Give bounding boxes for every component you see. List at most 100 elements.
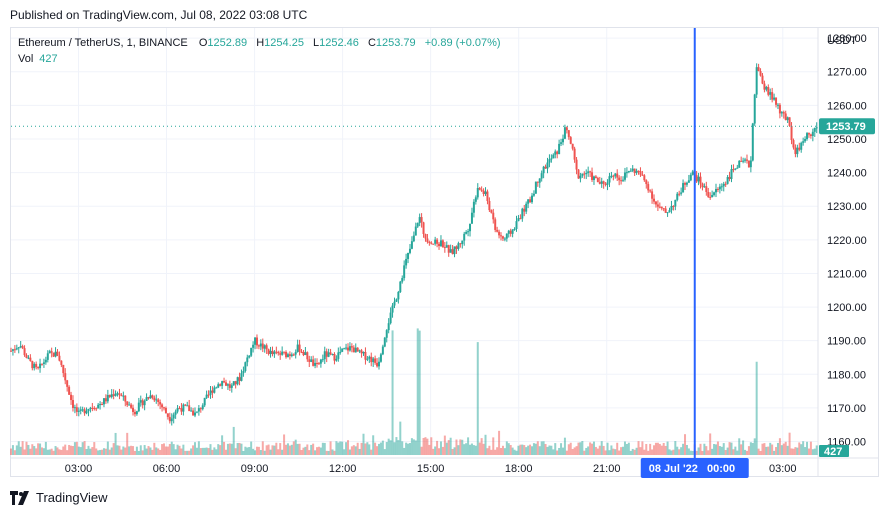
candle-body bbox=[587, 171, 590, 174]
candle-body bbox=[209, 390, 212, 395]
volume-bar bbox=[133, 450, 136, 455]
candle-body bbox=[166, 413, 169, 417]
volume-bar bbox=[37, 443, 40, 455]
volume-badge bbox=[819, 445, 849, 457]
candle-body bbox=[327, 352, 330, 357]
candle-body bbox=[331, 353, 334, 355]
volume-bar bbox=[223, 441, 226, 455]
candle-body bbox=[633, 168, 636, 174]
candle-body bbox=[234, 381, 237, 385]
candle-body bbox=[87, 408, 90, 412]
candle-body bbox=[476, 188, 479, 198]
volume-bar bbox=[317, 446, 320, 455]
candle-body bbox=[265, 345, 268, 350]
volume-bar bbox=[469, 444, 472, 455]
candle-body bbox=[195, 411, 198, 413]
volume-bar bbox=[151, 449, 154, 455]
candle-body bbox=[75, 407, 78, 412]
candle-body bbox=[221, 381, 224, 386]
volume-bar bbox=[110, 447, 113, 455]
candle-body bbox=[122, 395, 125, 397]
branding: TradingView bbox=[10, 490, 108, 505]
volume-bar bbox=[414, 440, 417, 455]
candle-body bbox=[135, 411, 138, 415]
candle-body bbox=[254, 337, 257, 345]
candle-body bbox=[296, 344, 299, 352]
y-tick-label: 1270.00 bbox=[827, 67, 867, 79]
volume-bar bbox=[35, 448, 38, 455]
candle-body bbox=[197, 408, 200, 412]
candle-body bbox=[77, 410, 80, 412]
candle-body bbox=[575, 159, 578, 170]
candle-body bbox=[668, 210, 671, 213]
volume-bar bbox=[552, 449, 555, 455]
candle-body bbox=[271, 350, 274, 355]
symbol-label[interactable]: Ethereum / TetherUS, 1, BINANCE bbox=[18, 37, 188, 49]
candle-body bbox=[714, 188, 717, 193]
candle-body bbox=[321, 359, 324, 361]
candle-body bbox=[348, 346, 351, 351]
candle-body bbox=[377, 361, 380, 367]
volume-bar bbox=[186, 450, 189, 455]
volume-bar bbox=[416, 328, 419, 455]
candle-body bbox=[629, 170, 632, 172]
volume-bar bbox=[480, 438, 483, 455]
candle-body bbox=[451, 249, 454, 255]
candle-body bbox=[716, 188, 719, 190]
candle-body bbox=[478, 188, 481, 190]
candle-body bbox=[563, 127, 566, 139]
volume-bar bbox=[81, 442, 84, 455]
x-tick-label: 03:00 bbox=[65, 463, 93, 475]
candle-body bbox=[81, 409, 84, 411]
candle-body bbox=[13, 349, 16, 351]
volume-bar bbox=[286, 443, 289, 455]
candle-body bbox=[577, 169, 580, 179]
volume-bar bbox=[569, 442, 572, 455]
volume-bar bbox=[722, 443, 725, 455]
volume-bar bbox=[228, 443, 231, 455]
candle-body bbox=[50, 351, 53, 353]
volume-bar bbox=[618, 450, 621, 455]
volume-bar bbox=[806, 441, 809, 455]
candle-body bbox=[525, 203, 528, 212]
volume-bar bbox=[418, 330, 421, 455]
volume-bar bbox=[561, 447, 564, 455]
candle-body bbox=[310, 359, 313, 362]
candle-body bbox=[728, 177, 731, 179]
volume-bar bbox=[511, 447, 514, 455]
volume-bar bbox=[83, 441, 86, 455]
volume-bar bbox=[662, 442, 665, 455]
candle-body bbox=[592, 176, 595, 180]
candle-body bbox=[542, 166, 545, 174]
volume-bar bbox=[447, 440, 450, 455]
candle-body bbox=[379, 354, 382, 362]
candle-body bbox=[403, 265, 406, 279]
volume-bar bbox=[112, 443, 115, 455]
candle-body bbox=[432, 243, 435, 245]
candle-body bbox=[124, 395, 127, 402]
volume-bar bbox=[199, 448, 202, 455]
volume-bar bbox=[714, 444, 717, 455]
time-axis: 03:00 06:00 09:00 12:00 15:00 18:00 21:00 03:00 bbox=[65, 463, 797, 475]
candle-body bbox=[277, 352, 280, 354]
candle-body bbox=[15, 348, 18, 350]
candle-body bbox=[788, 117, 791, 126]
candle-body bbox=[494, 219, 497, 230]
candle-body bbox=[804, 138, 807, 142]
volume-bar bbox=[782, 443, 785, 455]
volume-bar bbox=[550, 445, 553, 455]
candle-body bbox=[44, 359, 47, 363]
candle-body bbox=[484, 191, 487, 194]
volume-bar bbox=[616, 442, 619, 455]
candle-body bbox=[48, 351, 51, 354]
volume-bar bbox=[496, 447, 499, 455]
candle-body bbox=[515, 221, 518, 229]
volume-label: Vol bbox=[18, 53, 34, 65]
volume-bar bbox=[261, 441, 264, 455]
candle-body bbox=[790, 125, 793, 141]
volume-bar bbox=[265, 445, 268, 455]
chart-frame[interactable] bbox=[10, 27, 879, 477]
candle-body bbox=[133, 411, 136, 415]
volume-bar bbox=[221, 435, 224, 455]
